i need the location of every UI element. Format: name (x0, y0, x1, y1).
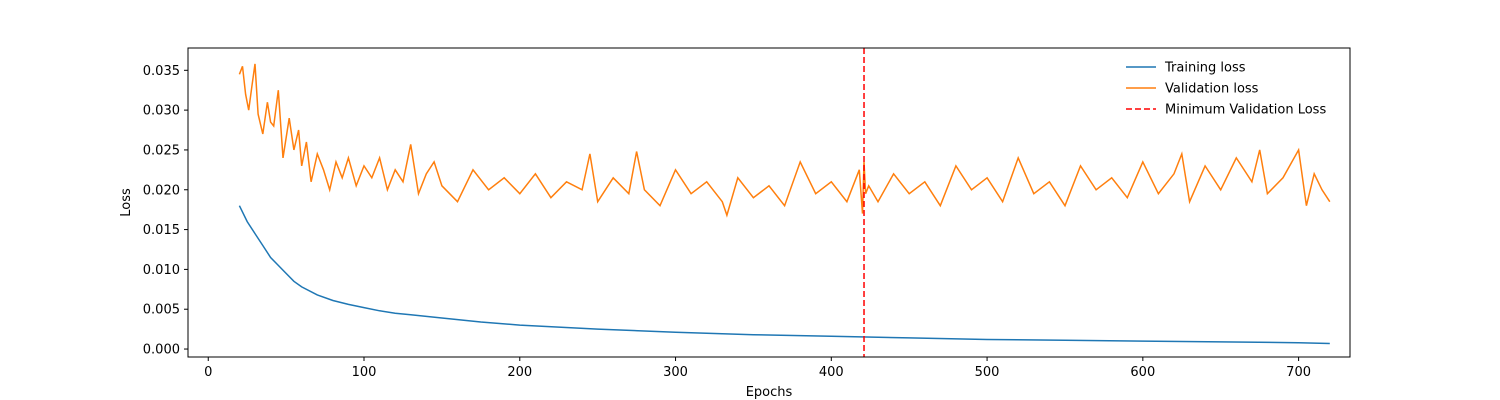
x-axis-ticks: 0 100 200 300 400 500 600 700 (204, 357, 1311, 380)
plot-frame (187, 47, 1351, 358)
x-tick-label: 200 (507, 365, 532, 380)
y-tick-label: 0.025 (143, 143, 180, 158)
y-tick-label: 0.010 (143, 263, 180, 278)
x-tick-label: 700 (1286, 365, 1311, 380)
series-line-validation-loss (238, 63, 1331, 218)
legend-label-training-loss: Training loss (1164, 61, 1246, 76)
y-tick-label: 0.000 (143, 343, 180, 358)
x-tick-label: 0 (204, 365, 212, 380)
x-axis-label: Epochs (746, 385, 793, 400)
x-tick-label: 400 (819, 365, 844, 380)
y-axis-label: Loss (119, 188, 134, 217)
x-tick-label: 300 (663, 365, 688, 380)
x-tick-label: 600 (1130, 365, 1155, 380)
y-tick-label: 0.030 (143, 104, 180, 119)
plot-series (238, 48, 1331, 357)
legend-label-minimum-validation-loss: Minimum Validation Loss (1165, 103, 1326, 118)
y-tick-label: 0.015 (143, 223, 180, 238)
x-tick-label: 500 (975, 365, 1000, 380)
x-tick-label: 100 (352, 365, 377, 380)
y-tick-label: 0.035 (143, 64, 180, 79)
y-tick-label: 0.020 (143, 183, 180, 198)
y-axis-ticks: 0.000 0.005 0.010 0.015 0.020 0.025 0.030 0.035 (143, 64, 188, 358)
legend: Training loss Validation loss Minimum Va… (1126, 61, 1326, 118)
legend-label-validation-loss: Validation loss (1165, 82, 1259, 97)
series-line-training-loss (238, 205, 1330, 345)
y-tick-label: 0.005 (143, 303, 180, 318)
